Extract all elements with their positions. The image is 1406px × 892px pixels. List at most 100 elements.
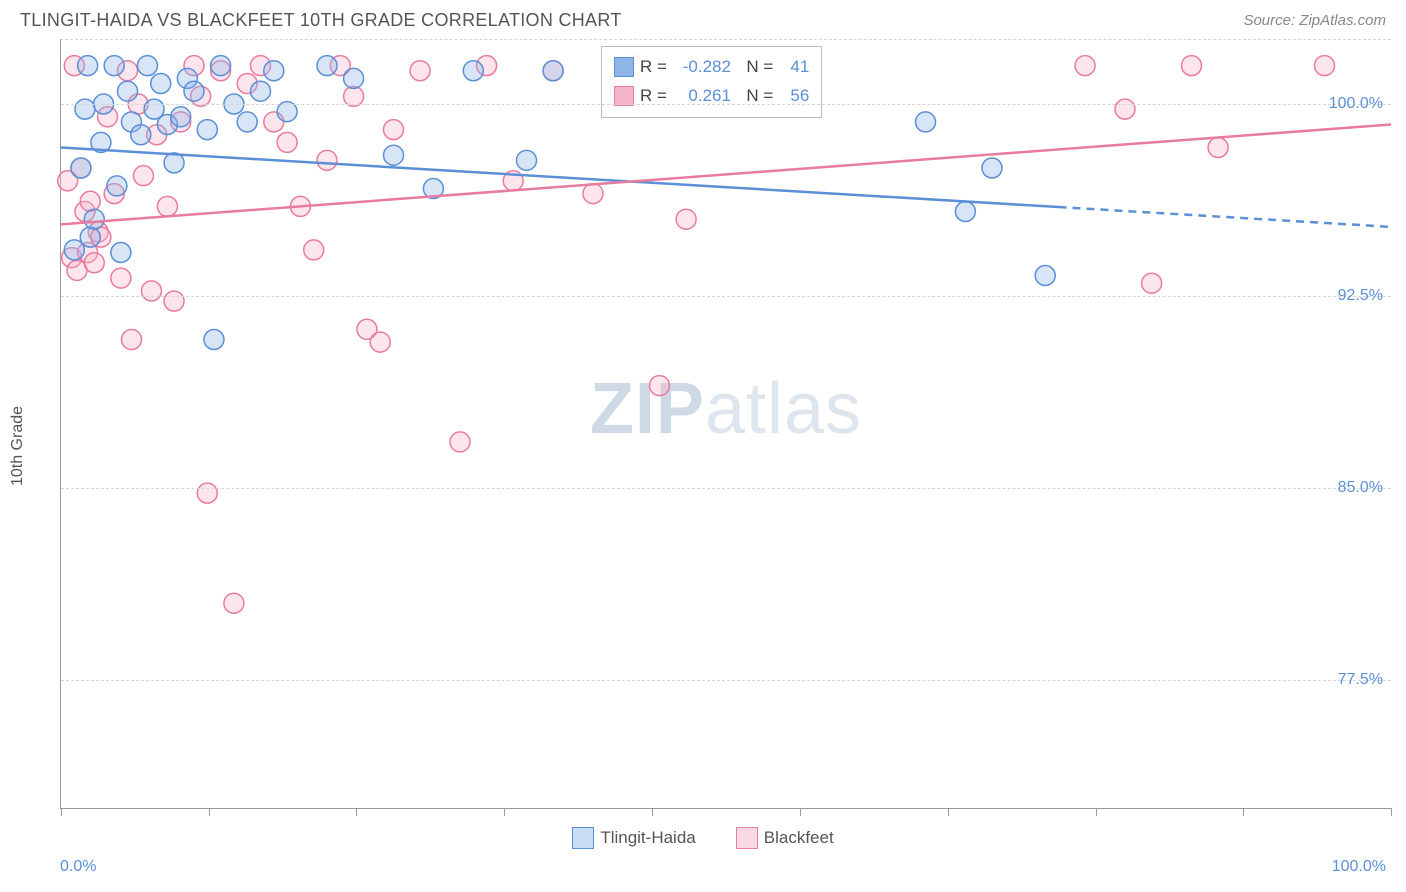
- data-point: [111, 268, 131, 288]
- data-point: [410, 61, 430, 81]
- bottom-legend-item: Tlingit-Haida: [572, 824, 695, 853]
- data-point: [450, 432, 470, 452]
- gridline: [61, 680, 1391, 681]
- x-tick: [1243, 808, 1244, 816]
- x-tick: [652, 808, 653, 816]
- data-point: [251, 81, 271, 101]
- x-min-label: 0.0%: [60, 858, 96, 876]
- data-point: [133, 166, 153, 186]
- data-point: [1142, 273, 1162, 293]
- legend-r-label: R =: [640, 53, 667, 82]
- x-tick: [61, 808, 62, 816]
- data-point: [184, 81, 204, 101]
- legend-r-value: -0.282: [673, 53, 731, 82]
- legend-row: R = -0.282 N = 41: [614, 53, 809, 82]
- legend-swatch: [614, 57, 634, 77]
- x-tick: [1096, 808, 1097, 816]
- x-tick: [504, 808, 505, 816]
- y-tick-label: 92.5%: [1338, 287, 1383, 305]
- data-point: [197, 120, 217, 140]
- legend-swatch: [572, 827, 594, 849]
- data-point: [137, 56, 157, 76]
- data-point: [71, 158, 91, 178]
- data-point: [676, 209, 696, 229]
- data-point: [111, 242, 131, 262]
- data-point: [277, 132, 297, 152]
- data-point: [84, 253, 104, 273]
- data-point: [384, 145, 404, 165]
- data-point: [955, 202, 975, 222]
- data-point: [370, 332, 390, 352]
- x-tick: [800, 808, 801, 816]
- data-point: [141, 281, 161, 301]
- data-point: [517, 150, 537, 170]
- x-tick: [356, 808, 357, 816]
- data-point: [121, 330, 141, 350]
- y-axis-label: 10th Grade: [9, 406, 27, 486]
- data-point: [171, 107, 191, 127]
- y-tick-label: 100.0%: [1329, 95, 1383, 113]
- data-point: [1035, 266, 1055, 286]
- data-point: [84, 209, 104, 229]
- legend-n-value: 41: [779, 53, 809, 82]
- data-point: [304, 240, 324, 260]
- gridline: [61, 104, 1391, 105]
- series-name: Tlingit-Haida: [600, 824, 695, 853]
- bottom-legend-item: Blackfeet: [736, 824, 834, 853]
- data-point: [164, 291, 184, 311]
- data-point: [583, 184, 603, 204]
- data-point: [211, 56, 231, 76]
- chart-title: TLINGIT-HAIDA VS BLACKFEET 10TH GRADE CO…: [20, 10, 622, 31]
- x-tick: [948, 808, 949, 816]
- data-point: [650, 376, 670, 396]
- legend-r-value: 0.261: [673, 82, 731, 111]
- regression-line: [61, 124, 1391, 224]
- data-point: [264, 61, 284, 81]
- chart-plot-area: ZIPatlas R = -0.282 N = 41 R = 0.261 N =…: [60, 39, 1391, 809]
- data-point: [384, 120, 404, 140]
- data-point: [75, 99, 95, 119]
- gridline: [61, 296, 1391, 297]
- data-point: [80, 227, 100, 247]
- data-point: [78, 56, 98, 76]
- y-tick-label: 85.0%: [1338, 479, 1383, 497]
- scatter-svg: [61, 40, 1391, 808]
- data-point: [1182, 56, 1202, 76]
- legend-n-label: N =: [737, 53, 773, 82]
- data-point: [317, 56, 337, 76]
- legend-r-label: R =: [640, 82, 667, 111]
- regression-line: [61, 148, 1059, 208]
- data-point: [104, 56, 124, 76]
- data-point: [118, 81, 138, 101]
- data-point: [1075, 56, 1095, 76]
- data-point: [131, 125, 151, 145]
- data-point: [237, 112, 257, 132]
- data-point: [224, 593, 244, 613]
- source-label: Source: ZipAtlas.com: [1243, 12, 1386, 29]
- data-point: [344, 68, 364, 88]
- legend-n-value: 56: [779, 82, 809, 111]
- series-name: Blackfeet: [764, 824, 834, 853]
- bottom-legend: Tlingit-Haida Blackfeet: [0, 824, 1406, 853]
- correlation-legend: R = -0.282 N = 41 R = 0.261 N = 56: [601, 46, 822, 118]
- data-point: [1315, 56, 1335, 76]
- data-point: [80, 191, 100, 211]
- data-point: [204, 330, 224, 350]
- data-point: [982, 158, 1002, 178]
- data-point: [317, 150, 337, 170]
- data-point: [197, 483, 217, 503]
- x-tick: [1391, 808, 1392, 816]
- regression-line-dashed: [1059, 207, 1392, 227]
- data-point: [157, 196, 177, 216]
- data-point: [543, 61, 563, 81]
- data-point: [916, 112, 936, 132]
- data-point: [1115, 99, 1135, 119]
- x-max-label: 100.0%: [1332, 858, 1386, 876]
- legend-swatch: [736, 827, 758, 849]
- data-point: [107, 176, 127, 196]
- data-point: [463, 61, 483, 81]
- y-tick-label: 77.5%: [1338, 671, 1383, 689]
- gridline: [61, 488, 1391, 489]
- legend-row: R = 0.261 N = 56: [614, 82, 809, 111]
- legend-n-label: N =: [737, 82, 773, 111]
